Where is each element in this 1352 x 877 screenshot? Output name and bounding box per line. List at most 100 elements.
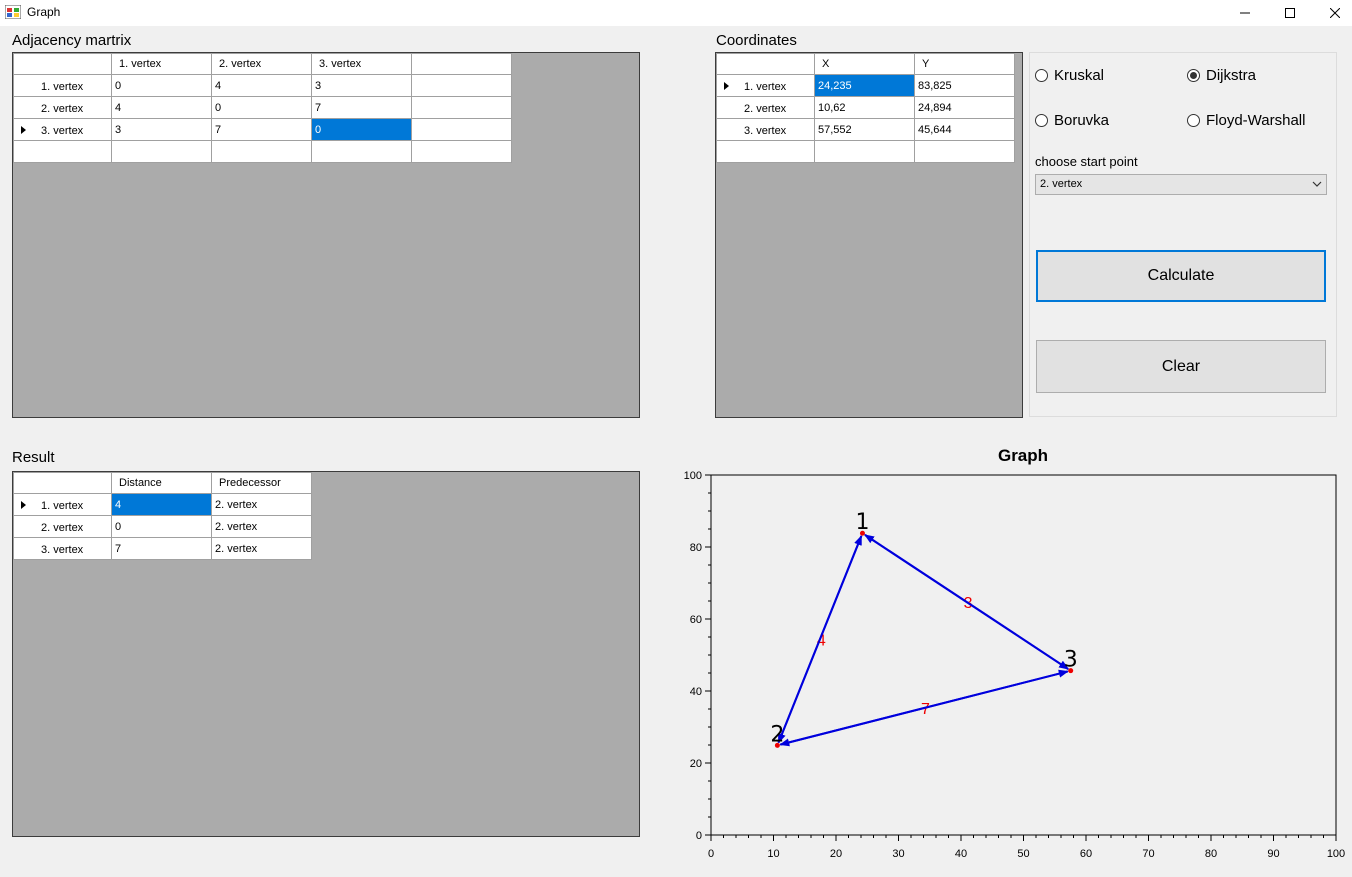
coordinate-cell[interactable] xyxy=(914,140,1015,163)
radio-label: Floyd-Warshall xyxy=(1206,112,1306,129)
coordinate-cell-selected[interactable]: 24,235 xyxy=(814,74,915,97)
corner-header[interactable] xyxy=(716,53,815,75)
vertex-point xyxy=(774,742,780,748)
vertex-label: 3 xyxy=(1064,648,1078,673)
minimize-button[interactable] xyxy=(1222,0,1268,26)
window-title: Graph xyxy=(27,5,61,19)
column-header-x[interactable]: X xyxy=(814,53,915,75)
matrix-cell[interactable] xyxy=(411,118,512,141)
matrix-cell[interactable]: 7 xyxy=(211,118,312,141)
matrix-cell[interactable] xyxy=(411,140,512,163)
adjacency-header-row: 1. vertex 2. vertex 3. vertex xyxy=(13,53,512,75)
corner-header[interactable] xyxy=(13,472,112,494)
result-cell[interactable]: 2. vertex xyxy=(211,537,312,560)
table-row: 3. vertex 3 7 0 xyxy=(13,118,512,141)
matrix-cell[interactable]: 7 xyxy=(311,96,412,119)
graph-chart: 0204060801000102030405060708090100437123 xyxy=(684,470,1346,860)
result-grid[interactable]: Distance Predecessor 1. vertex 4 2. vert… xyxy=(12,471,640,837)
coordinate-cell[interactable]: 24,894 xyxy=(914,96,1015,119)
adjacency-label: Adjacency martrix xyxy=(12,32,132,49)
row-header-label: 1. vertex xyxy=(41,500,84,512)
matrix-cell[interactable]: 4 xyxy=(211,74,312,97)
x-tick-label: 20 xyxy=(830,848,842,860)
row-header[interactable]: 3. vertex xyxy=(13,537,112,560)
vertex-point xyxy=(859,530,865,536)
coordinates-grid[interactable]: X Y 1. vertex 24,235 83,825 2. vertex 10… xyxy=(715,52,1023,418)
y-tick-label: 20 xyxy=(690,758,702,770)
graph-edge-reverse xyxy=(779,670,1069,747)
matrix-cell[interactable]: 0 xyxy=(111,74,212,97)
current-row-arrow-icon xyxy=(724,82,729,90)
radio-kruskal[interactable]: Kruskal xyxy=(1035,67,1104,84)
column-header-y[interactable]: Y xyxy=(914,53,1015,75)
matrix-cell[interactable] xyxy=(311,140,412,163)
matrix-cell[interactable] xyxy=(411,74,512,97)
radio-label: Dijkstra xyxy=(1206,67,1257,84)
result-cell[interactable]: 2. vertex xyxy=(211,493,312,516)
radio-boruvka[interactable]: Boruvka xyxy=(1035,112,1109,129)
matrix-cell[interactable] xyxy=(211,140,312,163)
matrix-cell[interactable]: 3 xyxy=(311,74,412,97)
current-row-arrow-icon xyxy=(21,126,26,134)
radio-dijkstra[interactable]: Dijkstra xyxy=(1187,67,1256,84)
radio-label: Kruskal xyxy=(1054,67,1105,84)
result-cell[interactable]: 0 xyxy=(111,515,212,538)
result-cell[interactable]: 2. vertex xyxy=(211,515,312,538)
row-header[interactable]: 3. vertex xyxy=(716,118,815,141)
column-header[interactable] xyxy=(411,53,512,75)
row-header[interactable]: 2. vertex xyxy=(716,96,815,119)
result-cell-selected[interactable]: 4 xyxy=(111,493,212,516)
row-header[interactable]: 2. vertex xyxy=(13,515,112,538)
calculate-button[interactable]: Calculate xyxy=(1036,250,1326,302)
column-header[interactable]: 3. vertex xyxy=(311,53,412,75)
coordinate-cell[interactable]: 83,825 xyxy=(914,74,1015,97)
adjacency-grid[interactable]: 1. vertex 2. vertex 3. vertex 1. vertex … xyxy=(12,52,640,418)
row-header[interactable] xyxy=(13,140,112,163)
table-row: 1. vertex 0 4 3 xyxy=(13,74,512,97)
matrix-cell[interactable]: 0 xyxy=(211,96,312,119)
row-header[interactable]: 1. vertex xyxy=(716,74,815,97)
matrix-cell[interactable]: 4 xyxy=(111,96,212,119)
result-label: Result xyxy=(12,449,55,466)
row-header[interactable]: 1. vertex xyxy=(13,74,112,97)
minimize-icon xyxy=(1240,12,1250,14)
column-header[interactable]: 1. vertex xyxy=(111,53,212,75)
y-tick-label: 40 xyxy=(690,686,702,698)
x-tick-label: 70 xyxy=(1142,848,1154,860)
corner-header[interactable] xyxy=(13,53,112,75)
x-tick-label: 100 xyxy=(1327,848,1345,860)
chart-title: Graph xyxy=(997,446,1049,465)
matrix-cell-selected[interactable]: 0 xyxy=(311,118,412,141)
column-header[interactable]: 2. vertex xyxy=(211,53,312,75)
chevron-down-icon xyxy=(1312,181,1322,187)
coordinate-cell[interactable]: 10,62 xyxy=(814,96,915,119)
options-panel xyxy=(1029,52,1337,417)
adjacency-table: 1. vertex 2. vertex 3. vertex 1. vertex … xyxy=(13,53,512,163)
row-header[interactable]: 2. vertex xyxy=(13,96,112,119)
maximize-button[interactable] xyxy=(1267,0,1313,26)
coordinate-cell[interactable] xyxy=(814,140,915,163)
result-cell[interactable]: 7 xyxy=(111,537,212,560)
start-point-select[interactable]: 2. vertex xyxy=(1035,174,1327,195)
row-header[interactable]: 3. vertex xyxy=(13,118,112,141)
matrix-cell[interactable] xyxy=(411,96,512,119)
radio-circle-icon xyxy=(1035,69,1048,82)
clear-button[interactable]: Clear xyxy=(1036,340,1326,393)
y-tick-label: 80 xyxy=(690,542,702,554)
x-tick-label: 40 xyxy=(955,848,967,860)
close-button[interactable] xyxy=(1312,0,1352,26)
new-row xyxy=(716,140,1015,163)
y-tick-label: 60 xyxy=(690,614,702,626)
column-header-distance[interactable]: Distance xyxy=(111,472,212,494)
row-header[interactable]: 1. vertex xyxy=(13,493,112,516)
graph-edge-reverse xyxy=(864,534,1069,670)
x-tick-label: 0 xyxy=(708,848,714,860)
matrix-cell[interactable]: 3 xyxy=(111,118,212,141)
coordinate-cell[interactable]: 45,644 xyxy=(914,118,1015,141)
radio-floyd-warshall[interactable]: Floyd-Warshall xyxy=(1187,112,1305,129)
x-tick-label: 10 xyxy=(767,848,779,860)
column-header-predecessor[interactable]: Predecessor xyxy=(211,472,312,494)
coordinate-cell[interactable]: 57,552 xyxy=(814,118,915,141)
row-header[interactable] xyxy=(716,140,815,163)
matrix-cell[interactable] xyxy=(111,140,212,163)
